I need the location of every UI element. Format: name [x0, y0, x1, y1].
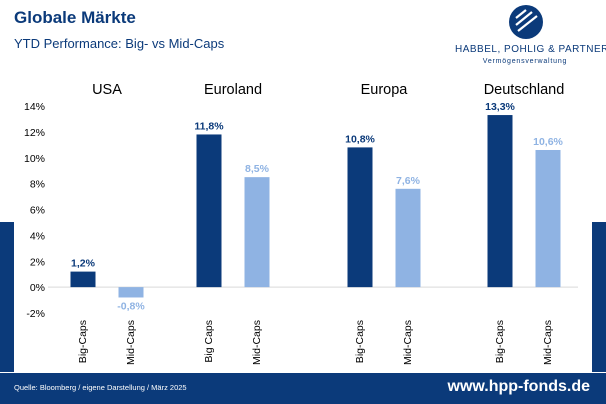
left-accent-band: [0, 222, 14, 372]
bar: [347, 147, 373, 288]
category-label: Mid-Caps: [125, 320, 137, 365]
data-label: 10,8%: [345, 133, 375, 145]
y-tick-label: 12%: [24, 127, 45, 139]
y-tick-label: 0%: [30, 282, 45, 294]
group-label: Deutschland: [484, 82, 565, 98]
data-label: 8,5%: [245, 163, 270, 175]
footer-website-link[interactable]: www.hpp-fonds.de: [447, 378, 591, 395]
category-label: Big-Caps: [494, 320, 506, 363]
data-label: 1,2%: [71, 258, 96, 270]
category-label: Big Caps: [203, 320, 215, 363]
group-label: Europa: [361, 82, 409, 98]
footer-source: Quelle: Bloomberg / eigene Darstellung /…: [14, 383, 187, 392]
data-label: 11,8%: [194, 120, 224, 132]
category-label: Mid-Caps: [251, 320, 263, 365]
bar: [196, 134, 222, 288]
group-label: Euroland: [204, 82, 262, 98]
y-tick-label: 10%: [24, 153, 45, 165]
page-title: Globale Märkte: [14, 8, 136, 27]
category-label: Mid-Caps: [542, 320, 554, 365]
y-tick-label: 2%: [30, 256, 45, 268]
right-accent-band: [592, 222, 606, 372]
page-subtitle: YTD Performance: Big- vs Mid-Caps: [14, 36, 225, 51]
y-tick-label: 8%: [30, 179, 45, 191]
data-label: 7,6%: [396, 175, 421, 187]
logo-tagline: Vermögensverwaltung: [482, 58, 568, 65]
data-label: 13,3%: [485, 101, 515, 113]
bar: [70, 271, 96, 288]
category-label: Big-Caps: [354, 320, 366, 363]
data-label: 10,6%: [533, 136, 563, 148]
data-label: -0,8%: [117, 300, 145, 312]
company-logo: HABBEL, POHLIG & PARTNER Vermögensverwal…: [455, 4, 606, 66]
bar: [395, 188, 421, 288]
group-label: USA: [92, 82, 122, 98]
footer-bar: Quelle: Bloomberg / eigene Darstellung /…: [0, 373, 606, 404]
category-label: Mid-Caps: [402, 320, 414, 365]
hpp-logo-icon: [509, 5, 543, 39]
y-tick-label: 6%: [30, 205, 45, 217]
bar: [118, 287, 144, 298]
category-label: Big-Caps: [77, 320, 89, 363]
logo-name: HABBEL, POHLIG & PARTNER: [455, 44, 606, 55]
bar: [535, 149, 561, 288]
bar: [244, 177, 270, 288]
y-tick-label: 14%: [24, 101, 45, 113]
y-tick-label: -2%: [26, 308, 45, 320]
bar: [487, 115, 513, 288]
y-tick-label: 4%: [30, 230, 45, 242]
